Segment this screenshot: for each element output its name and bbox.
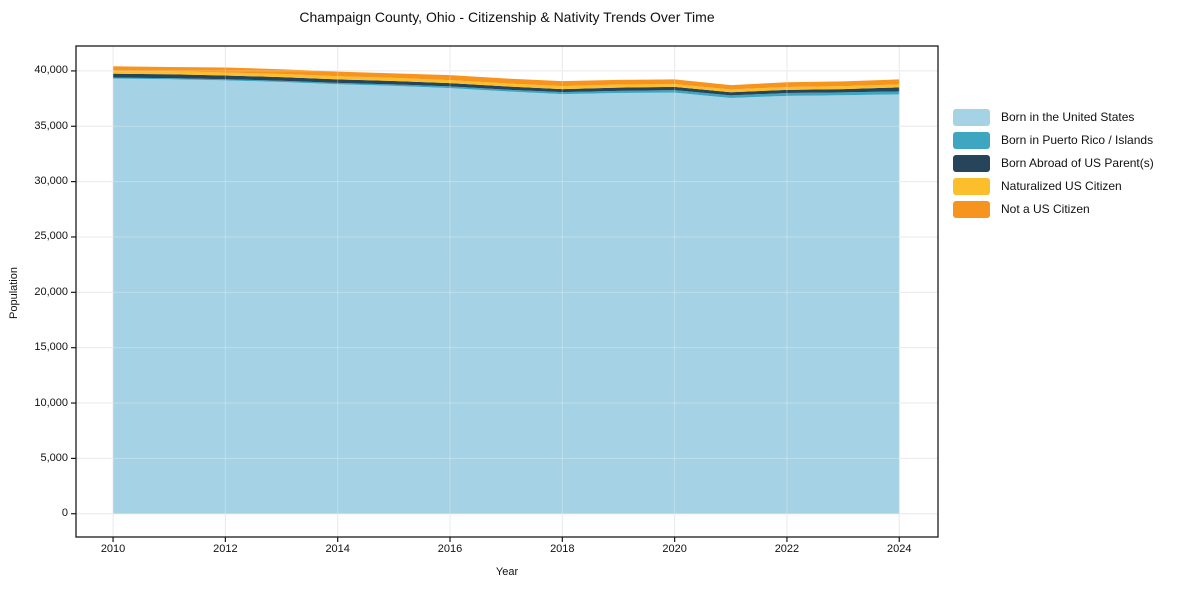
legend-label: Born in Puerto Rico / Islands — [1001, 133, 1154, 147]
legend-label: Born Abroad of US Parent(s) — [1001, 156, 1154, 170]
legend-label: Naturalized US Citizen — [1001, 179, 1122, 193]
y-tick-label: 30,000 — [34, 175, 68, 188]
chart-title: Champaign County, Ohio - Citizenship & N… — [299, 9, 715, 25]
area-series-4 — [113, 70, 900, 93]
x-tick-label: 2012 — [213, 543, 238, 555]
legend-item: Born in Puerto Rico / Islands — [953, 129, 1154, 152]
plot-border — [75, 45, 939, 538]
legend-label: Born in the United States — [1001, 110, 1135, 124]
y-tick-label: 15,000 — [34, 341, 68, 354]
x-tick-label: 2014 — [325, 543, 350, 555]
legend-label: Not a US Citizen — [1001, 202, 1090, 216]
area-series-3 — [113, 73, 900, 96]
y-tick-label: 35,000 — [34, 119, 68, 132]
legend-item: Naturalized US Citizen — [953, 175, 1154, 198]
area-series-2 — [113, 77, 900, 99]
area-series-1 — [113, 78, 900, 514]
area-series-5 — [113, 66, 900, 90]
y-tick-label: 5,000 — [40, 451, 68, 464]
y-tick-label: 10,000 — [34, 396, 68, 409]
legend-item: Not a US Citizen — [953, 198, 1154, 221]
x-tick-label: 2020 — [662, 543, 687, 555]
legend-swatch-icon — [953, 155, 990, 172]
x-tick-label: 2018 — [550, 543, 575, 555]
legend-swatch-icon — [953, 132, 990, 149]
legend-swatch-icon — [953, 178, 990, 195]
y-tick-label: 40,000 — [34, 64, 68, 77]
legend-item: Born Abroad of US Parent(s) — [953, 152, 1154, 175]
legend-item: Born in the United States — [953, 106, 1154, 129]
x-tick-label: 2010 — [100, 543, 126, 555]
x-tick-label: 2022 — [774, 543, 800, 555]
y-tick-label: 25,000 — [34, 230, 68, 243]
x-tick-label: 2024 — [887, 543, 912, 555]
legend: Born in the United States Born in Puerto … — [953, 106, 1154, 221]
y-tick-label: 0 — [61, 507, 68, 520]
legend-swatch-icon — [953, 109, 990, 126]
y-tick-label: 20,000 — [34, 285, 68, 298]
legend-swatch-icon — [953, 201, 990, 218]
x-axis-label: Year — [495, 566, 519, 578]
x-tick-label: 2016 — [437, 543, 463, 555]
